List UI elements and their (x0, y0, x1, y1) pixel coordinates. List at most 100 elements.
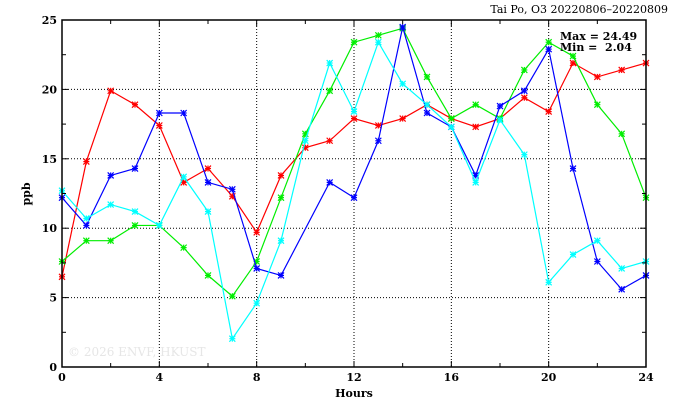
marker-stroke (277, 194, 285, 202)
data-point-green (228, 292, 236, 300)
marker-stroke (204, 178, 212, 186)
marker-stroke (82, 158, 90, 166)
x-tick-label: 0 (58, 371, 66, 384)
marker-stroke (374, 122, 382, 129)
y-tick-label: 15 (42, 153, 57, 166)
marker-stroke (155, 109, 163, 117)
marker-stroke (107, 172, 115, 179)
data-point-green (447, 115, 455, 122)
marker-stroke (204, 165, 212, 172)
data-point-cyan (423, 101, 431, 109)
y-tick-label: 25 (42, 14, 57, 27)
marker-stroke (520, 94, 528, 102)
series-red (58, 59, 650, 281)
marker-stroke (545, 38, 553, 46)
series-line-blue (61, 26, 647, 291)
data-point-green (204, 271, 212, 279)
data-point-cyan (326, 59, 334, 67)
data-point-blue (569, 165, 577, 172)
series-blue (58, 23, 650, 293)
marker-stroke (569, 165, 577, 172)
data-point-blue (423, 109, 431, 117)
data-point-red (82, 158, 90, 166)
marker-stroke (253, 265, 261, 272)
marker-stroke (399, 80, 407, 88)
marker-stroke (131, 221, 139, 229)
marker-stroke (82, 237, 90, 245)
y-tick-label: 0 (49, 361, 57, 374)
marker-stroke (131, 208, 139, 215)
marker-stroke (593, 101, 601, 109)
marker-stroke (374, 31, 382, 39)
data-point-cyan (180, 173, 188, 181)
data-point-cyan (472, 178, 480, 186)
data-point-blue (204, 178, 212, 186)
marker-stroke (593, 237, 601, 245)
data-point-blue (545, 45, 553, 53)
x-tick-label: 16 (444, 371, 460, 384)
data-point-green (180, 244, 188, 252)
y-axis-label: ppb (20, 182, 33, 205)
marker-stroke (545, 108, 553, 116)
marker-stroke (447, 123, 455, 131)
x-tick-label: 20 (541, 371, 557, 384)
data-point-blue (618, 285, 626, 293)
data-point-cyan (593, 237, 601, 245)
data-point-green (472, 101, 480, 109)
marker-stroke (107, 201, 115, 209)
marker-stroke (301, 130, 309, 138)
data-point-green (423, 73, 431, 81)
data-point-cyan (228, 335, 236, 343)
marker-stroke (350, 115, 358, 122)
data-point-red (326, 137, 334, 145)
data-point-green (82, 237, 90, 245)
data-point-cyan (447, 123, 455, 131)
data-point-blue (277, 271, 285, 279)
marker-stroke (228, 335, 236, 343)
x-tick-label: 8 (253, 371, 261, 384)
marker-stroke (326, 59, 334, 67)
marker-stroke (277, 172, 285, 179)
marker-stroke (423, 109, 431, 117)
data-point-blue (107, 172, 115, 179)
data-point-red (253, 228, 261, 236)
chart-title: Tai Po, O3 20220806–20220809 (490, 3, 668, 16)
marker-stroke (107, 237, 115, 245)
marker-stroke (277, 237, 285, 245)
data-point-red (520, 94, 528, 102)
marker-stroke (228, 185, 236, 193)
marker-stroke (593, 258, 601, 265)
data-point-green (618, 130, 626, 138)
marker-stroke (82, 215, 90, 222)
x-tick-label: 4 (156, 371, 164, 384)
marker-stroke (374, 137, 382, 145)
marker-stroke (496, 116, 504, 124)
watermark: © 2026 ENVF, HKUST (68, 345, 206, 359)
x-tick-label: 24 (638, 371, 654, 384)
data-point-green (545, 38, 553, 46)
marker-stroke (569, 251, 577, 258)
marker-stroke (180, 244, 188, 252)
marker-stroke (253, 299, 261, 307)
marker-stroke (131, 101, 139, 109)
marker-stroke (399, 23, 407, 31)
marker-stroke (618, 130, 626, 138)
data-point-blue (350, 194, 358, 202)
marker-stroke (82, 221, 90, 229)
marker-stroke (423, 73, 431, 81)
marker-stroke (204, 208, 212, 215)
x-axis-label: Hours (335, 387, 373, 400)
series-cyan (58, 38, 650, 343)
data-point-blue (399, 23, 407, 31)
data-point-cyan (277, 237, 285, 245)
marker-stroke (374, 38, 382, 46)
data-point-cyan (569, 251, 577, 258)
data-point-red (399, 115, 407, 122)
data-point-red (545, 108, 553, 116)
marker-stroke (423, 101, 431, 109)
marker-stroke (326, 137, 334, 145)
marker-stroke (155, 221, 163, 229)
series-group (58, 23, 650, 343)
data-point-cyan (618, 265, 626, 272)
